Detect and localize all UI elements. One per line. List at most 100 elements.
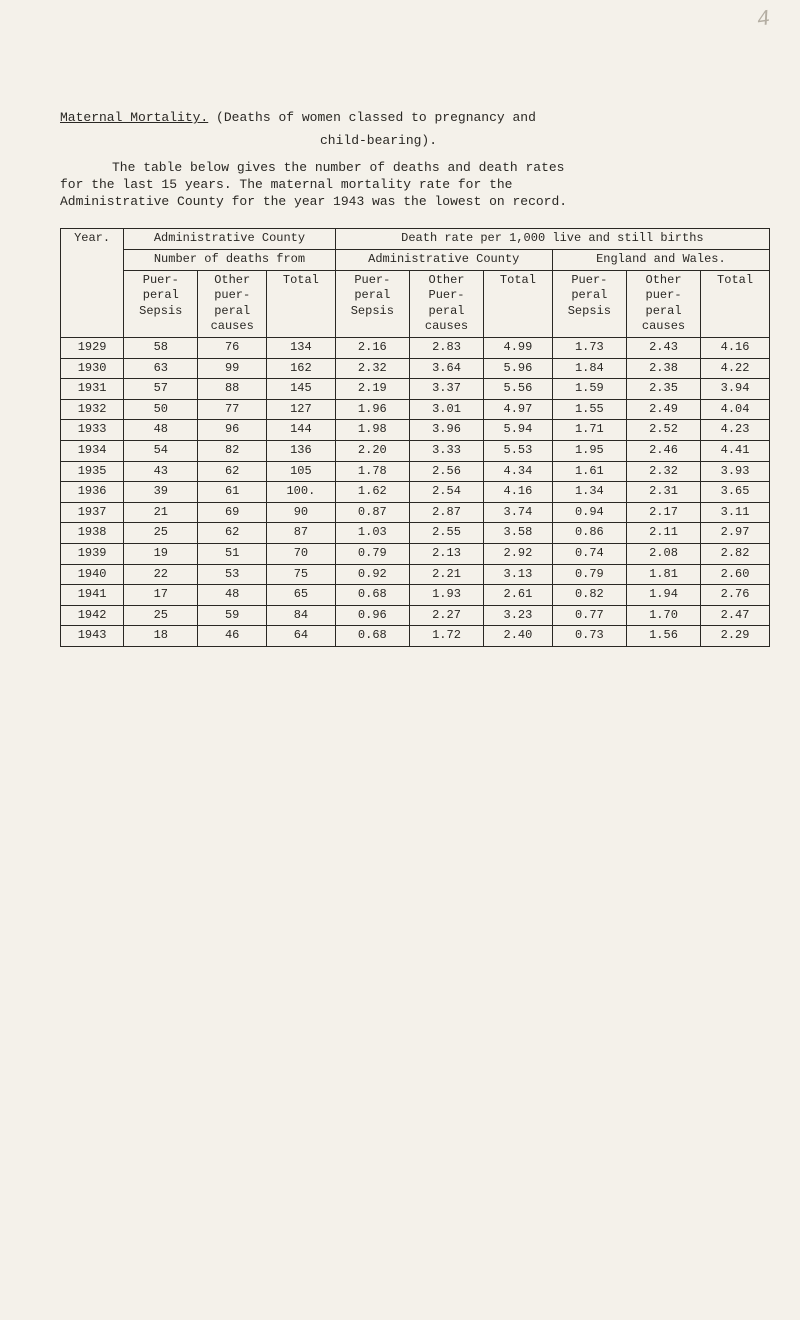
table-cell: 63 <box>124 358 198 379</box>
table-row: 19422559840.962.273.230.771.702.47 <box>61 605 770 626</box>
table-cell: 1935 <box>61 461 124 482</box>
table-row: 19431846640.681.722.400.731.562.29 <box>61 626 770 647</box>
table-cell: 2.27 <box>409 605 483 626</box>
table-cell: 2.47 <box>701 605 770 626</box>
table-cell: 2.55 <box>409 523 483 544</box>
head-group2: Death rate per 1,000 live and still birt… <box>335 229 769 250</box>
head-d: Puer- peral Sepsis <box>335 270 409 337</box>
head-f: Total <box>484 270 553 337</box>
para-l3: Administrative County for the year 1943 … <box>60 194 770 211</box>
table-cell: 39 <box>124 482 198 503</box>
table-cell: 5.94 <box>484 420 553 441</box>
table-row: 193063991622.323.645.961.842.384.22 <box>61 358 770 379</box>
table-cell: 62 <box>198 461 267 482</box>
head-c: Total <box>267 270 336 337</box>
head-group2b: England and Wales. <box>552 250 769 271</box>
title-rest: (Deaths of women classed to pregnancy an… <box>216 110 536 125</box>
table-cell: 48 <box>198 585 267 606</box>
table-cell: 2.76 <box>701 585 770 606</box>
table-cell: 17 <box>124 585 198 606</box>
table-cell: 0.79 <box>552 564 626 585</box>
table-cell: 54 <box>124 440 198 461</box>
table-cell: 1.84 <box>552 358 626 379</box>
table-cell: 61 <box>198 482 267 503</box>
table-cell: 25 <box>124 605 198 626</box>
table-cell: 1933 <box>61 420 124 441</box>
table-cell: 1.94 <box>626 585 700 606</box>
head-i: Total <box>701 270 770 337</box>
table-cell: 4.16 <box>701 338 770 359</box>
table-cell: 4.99 <box>484 338 553 359</box>
table-cell: 48 <box>124 420 198 441</box>
table-row: 193250771271.963.014.971.552.494.04 <box>61 399 770 420</box>
table-cell: 2.32 <box>626 461 700 482</box>
table-cell: 4.41 <box>701 440 770 461</box>
table-cell: 3.74 <box>484 502 553 523</box>
table-cell: 1.95 <box>552 440 626 461</box>
table-cell: 65 <box>267 585 336 606</box>
table-cell: 2.43 <box>626 338 700 359</box>
table-cell: 57 <box>124 379 198 400</box>
table-cell: 1941 <box>61 585 124 606</box>
table-cell: 2.87 <box>409 502 483 523</box>
table-cell: 76 <box>198 338 267 359</box>
table-cell: 50 <box>124 399 198 420</box>
table-cell: 5.56 <box>484 379 553 400</box>
table-cell: 2.29 <box>701 626 770 647</box>
table-cell: 1934 <box>61 440 124 461</box>
table-cell: 1.98 <box>335 420 409 441</box>
table-cell: 84 <box>267 605 336 626</box>
table-cell: 59 <box>198 605 267 626</box>
table-cell: 96 <box>198 420 267 441</box>
table-cell: 2.20 <box>335 440 409 461</box>
table-cell: 21 <box>124 502 198 523</box>
head-a: Puer- peral Sepsis <box>124 270 198 337</box>
table-cell: 87 <box>267 523 336 544</box>
table-cell: 3.93 <box>701 461 770 482</box>
head-h: Other puer- peral causes <box>626 270 700 337</box>
table-cell: 0.77 <box>552 605 626 626</box>
table-cell: 2.17 <box>626 502 700 523</box>
table-cell: 88 <box>198 379 267 400</box>
table-cell: 4.34 <box>484 461 553 482</box>
table-cell: 43 <box>124 461 198 482</box>
table-cell: 1.56 <box>626 626 700 647</box>
table-cell: 1.96 <box>335 399 409 420</box>
table-cell: 144 <box>267 420 336 441</box>
table-cell: 105 <box>267 461 336 482</box>
table-cell: 1938 <box>61 523 124 544</box>
table-cell: 1931 <box>61 379 124 400</box>
table-row: 19402253750.922.213.130.791.812.60 <box>61 564 770 585</box>
head-group2a: Administrative County <box>335 250 552 271</box>
table-cell: 1.71 <box>552 420 626 441</box>
table-row: 192958761342.162.834.991.732.434.16 <box>61 338 770 359</box>
table-cell: 0.82 <box>552 585 626 606</box>
table-cell: 25 <box>124 523 198 544</box>
head-g: Puer- peral Sepsis <box>552 270 626 337</box>
table-cell: 1932 <box>61 399 124 420</box>
table-cell: 1.61 <box>552 461 626 482</box>
table-cell: 1939 <box>61 543 124 564</box>
table-cell: 2.83 <box>409 338 483 359</box>
table-body: 192958761342.162.834.991.732.434.1619306… <box>61 338 770 647</box>
table-cell: 0.86 <box>552 523 626 544</box>
table-cell: 2.40 <box>484 626 553 647</box>
table-cell: 1.72 <box>409 626 483 647</box>
mortality-table: Year. Administrative County Death rate p… <box>60 228 770 646</box>
table-cell: 2.16 <box>335 338 409 359</box>
intro-paragraph: The table below gives the number of deat… <box>60 160 770 211</box>
table-cell: 1943 <box>61 626 124 647</box>
table-cell: 2.56 <box>409 461 483 482</box>
table-cell: 22 <box>124 564 198 585</box>
table-cell: 2.11 <box>626 523 700 544</box>
table-cell: 62 <box>198 523 267 544</box>
table-cell: 3.11 <box>701 502 770 523</box>
table-cell: 1.03 <box>335 523 409 544</box>
table-cell: 4.04 <box>701 399 770 420</box>
table-cell: 3.13 <box>484 564 553 585</box>
table-cell: 2.60 <box>701 564 770 585</box>
head-group1: Administrative County <box>124 229 336 250</box>
table-cell: 2.13 <box>409 543 483 564</box>
table-row: 19391951700.792.132.920.742.082.82 <box>61 543 770 564</box>
para-l1: The table below gives the number of deat… <box>60 160 770 177</box>
